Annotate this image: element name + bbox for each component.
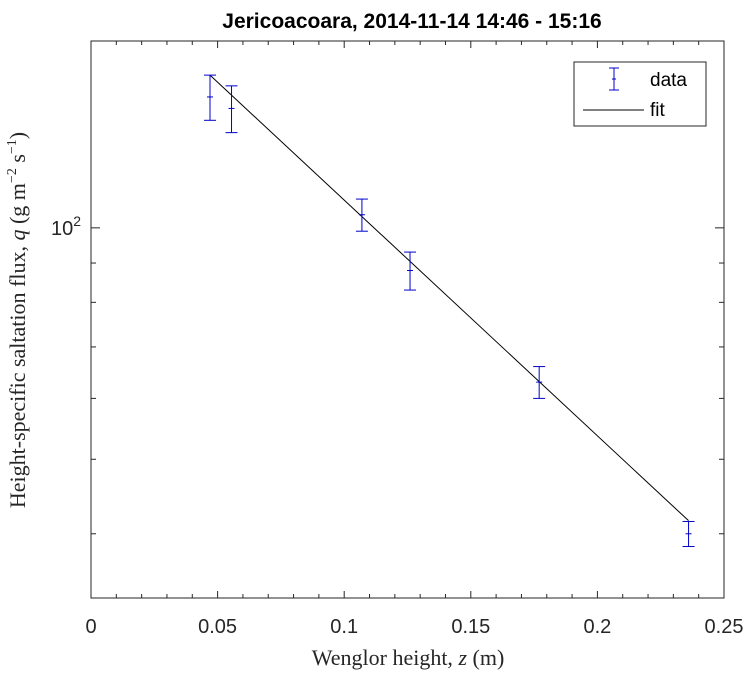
data-point [404,251,417,291]
x-tick-label: 0.05 [198,616,237,638]
fit-line [209,74,689,522]
legend-box [573,61,707,127]
chart-title: Jericoacoara, 2014-11-14 14:46 - 15:16 [222,10,601,33]
y-axis-label: Height-specific saltation flux, q (g m−2… [5,132,30,508]
y-tick-label: 102 [51,213,81,240]
data-point [533,366,546,399]
x-tick-label: 0 [85,616,96,638]
plot-area-frame [90,40,725,599]
legend: data fit [573,61,707,127]
legend-data-label: data [650,70,687,91]
y-tick-label-exponent: 2 [73,213,81,229]
legend-fit-label: fit [650,100,666,121]
data-point [355,198,368,232]
data-series [204,74,695,548]
data-point [225,85,238,134]
x-axis-label: Wenglor height, z (m) [312,645,505,670]
y-axis: 102 [51,213,724,535]
fit-series [209,74,689,522]
x-tick-label: 0.2 [583,616,611,638]
data-point [682,520,695,548]
y-tick-label-base: 10 [51,218,73,240]
x-tick-label: 0.25 [705,616,744,638]
x-tick-label: 0.15 [451,616,490,638]
x-tick-label: 0.1 [330,616,358,638]
x-axis: 0 0.05 0.1 0.15 0.2 0.25 [85,41,743,638]
data-point [204,74,217,121]
legend-data-marker [609,67,619,91]
